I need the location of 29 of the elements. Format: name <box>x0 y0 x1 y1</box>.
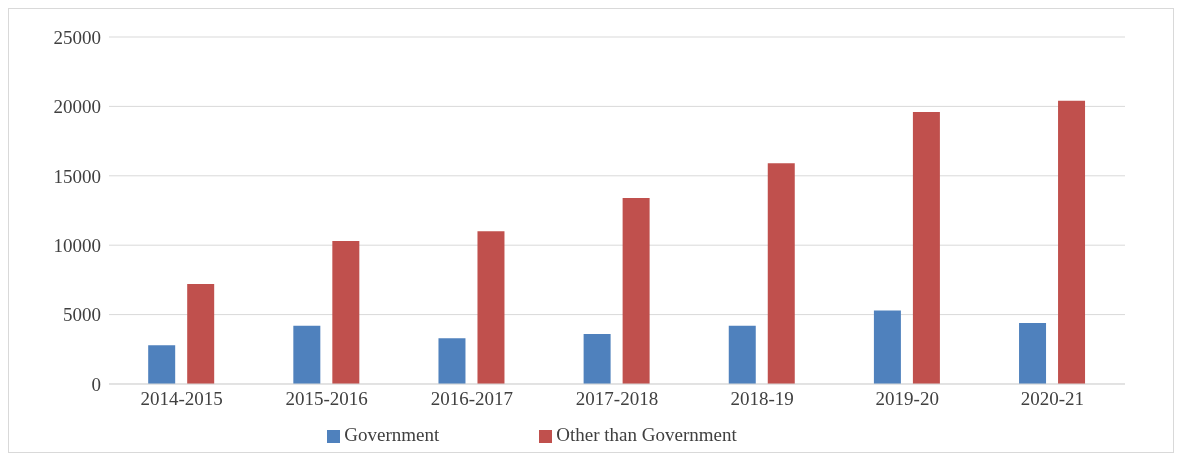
y-tick-label: 20000 <box>53 96 101 118</box>
bar <box>1058 100 1086 384</box>
bar <box>728 325 756 384</box>
bar <box>438 338 466 384</box>
x-tick-label: 2020-21 <box>1020 388 1085 410</box>
legend-label: Other than Government <box>556 424 737 445</box>
x-tick-label: 2015-2016 <box>285 388 368 410</box>
bar <box>293 325 321 384</box>
y-tick-label: 5000 <box>63 304 101 326</box>
x-tick-label: 2016-2017 <box>430 388 514 410</box>
bar <box>583 334 611 384</box>
bar <box>873 310 901 384</box>
y-tick-label: 0 <box>91 373 101 395</box>
x-tick-label: 2019-20 <box>875 388 939 410</box>
y-tick-label: 15000 <box>53 165 101 187</box>
bar <box>767 163 795 384</box>
bar <box>1019 322 1047 384</box>
bar <box>622 198 650 384</box>
x-tick-label: 2018-19 <box>730 388 794 410</box>
bar <box>332 241 360 384</box>
bar <box>477 231 505 384</box>
x-tick-label: 2017-2018 <box>575 388 659 410</box>
bar <box>187 284 215 384</box>
y-tick-label: 25000 <box>53 26 101 48</box>
x-tick-label: 2014-2015 <box>140 388 223 410</box>
bar <box>148 345 176 384</box>
y-tick-label: 10000 <box>53 234 101 256</box>
bar <box>912 111 940 384</box>
legend-label: Government <box>344 424 440 445</box>
